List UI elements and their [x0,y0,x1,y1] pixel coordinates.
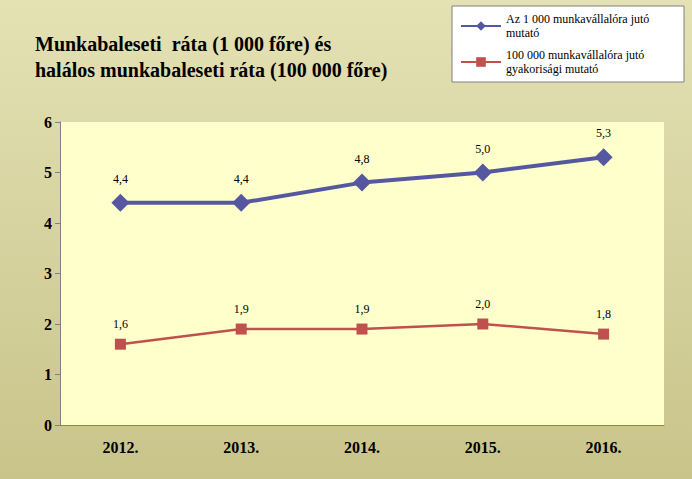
svg-text:4,4: 4,4 [113,172,128,186]
svg-text:1,9: 1,9 [355,302,370,316]
svg-text:5: 5 [44,164,52,181]
svg-text:5,0: 5,0 [475,142,490,156]
svg-text:100 000 munkavállalóra jutó: 100 000 munkavállalóra jutó [506,48,647,62]
svg-text:4,4: 4,4 [234,172,249,186]
svg-text:2016.: 2016. [586,439,622,456]
svg-text:Munkabaleseti ráta (1 000 főr: Munkabaleseti ráta (1 000 főre) és [35,33,331,56]
svg-text:halálos munkabaleseti ráta (10: halálos munkabaleseti ráta (100 000 főre… [35,59,387,82]
svg-text:1,9: 1,9 [234,302,249,316]
svg-text:1,8: 1,8 [596,307,611,321]
svg-text:Az 1 000 munkavállalóra jutó: Az 1 000 munkavállalóra jutó [506,12,652,26]
svg-text:5,3: 5,3 [596,126,611,140]
svg-text:4,8: 4,8 [355,152,370,166]
svg-text:2: 2 [44,316,52,333]
svg-text:gyakorisági mutató: gyakorisági mutató [506,62,598,76]
svg-text:1: 1 [44,366,52,383]
svg-text:3: 3 [44,265,52,282]
svg-text:4: 4 [44,215,52,232]
svg-text:1,6: 1,6 [113,317,128,331]
svg-text:6: 6 [44,114,52,131]
svg-text:0: 0 [44,417,52,434]
svg-text:mutató: mutató [506,26,539,40]
svg-text:2015.: 2015. [465,439,501,456]
svg-text:2013.: 2013. [223,439,259,456]
svg-text:2,0: 2,0 [475,297,490,311]
svg-text:2012.: 2012. [102,439,138,456]
svg-text:2014.: 2014. [344,439,380,456]
